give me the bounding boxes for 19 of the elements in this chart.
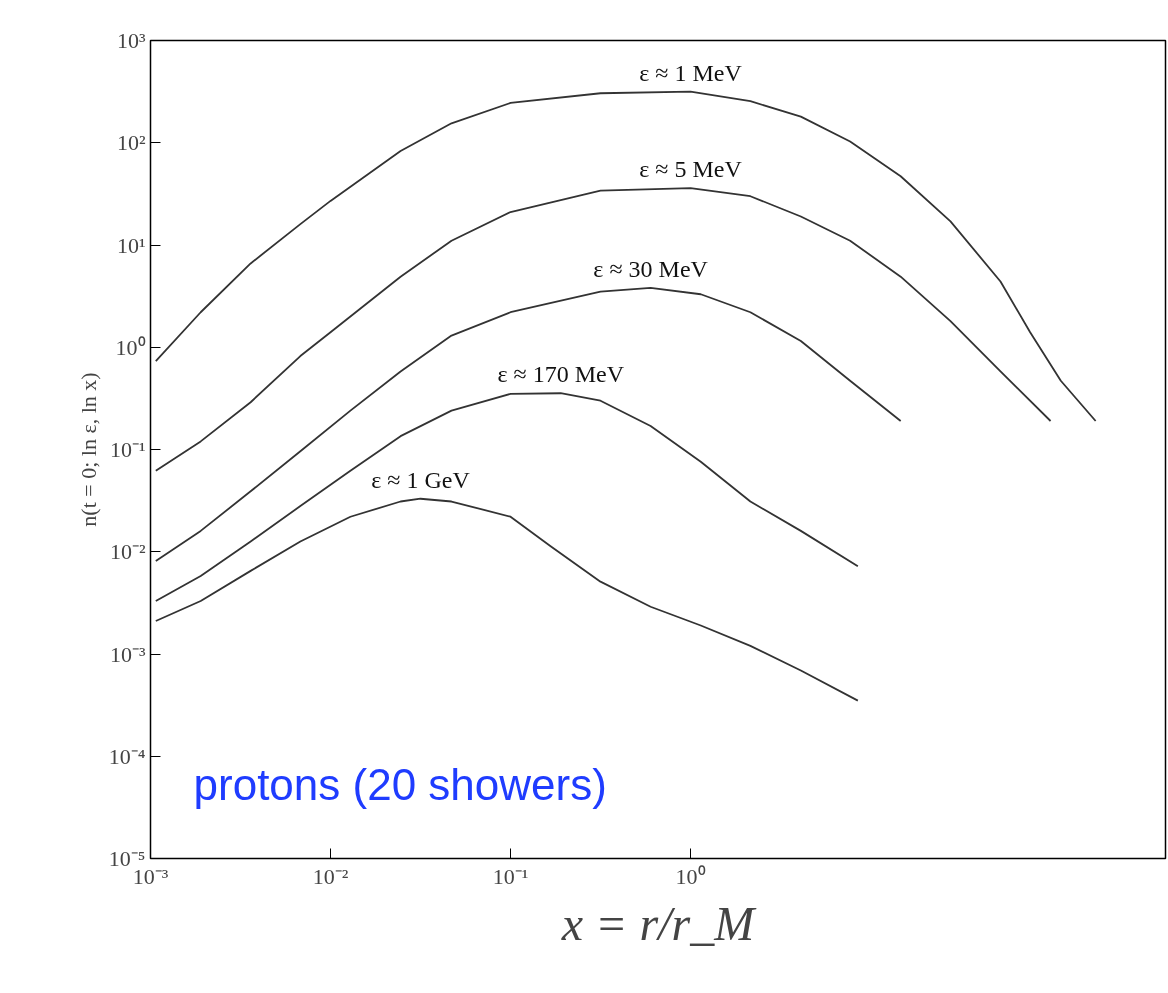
series-label: ε ≈ 1 MeV <box>639 59 743 86</box>
y-tick-label: 10⁻¹ <box>109 437 146 462</box>
y-tick-label: 10³ <box>116 28 146 53</box>
annotation: protons (20 showers) <box>193 760 607 810</box>
x-axis-title: x = r/r_M <box>560 896 758 950</box>
series-label: ε ≈ 170 MeV <box>497 361 625 388</box>
y-tick-label: 10⁻² <box>109 539 146 565</box>
x-tick-label: 10⁻¹ <box>492 863 529 889</box>
series-label: ε ≈ 1 GeV <box>371 466 471 493</box>
x-tick-label: 10⁻² <box>312 863 349 889</box>
x-tick-label: 10⁰ <box>675 863 706 889</box>
y-axis-title: n(t = 0; ln ε, ln x) <box>75 372 101 527</box>
y-tick-label: 10⁻⁴ <box>108 743 146 769</box>
y-tick-label: 10⁻³ <box>109 641 146 667</box>
y-tick-label: 10⁰ <box>115 334 146 360</box>
y-tick-label: 10² <box>116 130 146 156</box>
series-label: ε ≈ 30 MeV <box>593 255 709 282</box>
series-label: ε ≈ 5 MeV <box>639 156 743 183</box>
y-tick-label: 10¹ <box>116 232 146 258</box>
